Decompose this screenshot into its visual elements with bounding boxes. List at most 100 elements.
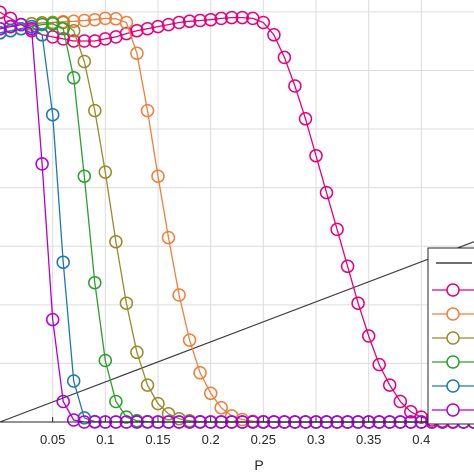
data-point: [56, 21, 70, 36]
data-point: [172, 288, 186, 302]
data-point: [214, 400, 228, 415]
data-point: [98, 353, 113, 368]
data-point: [3, 23, 18, 38]
data-point: [14, 21, 28, 36]
data-point: [56, 32, 70, 46]
data-point: [151, 396, 165, 411]
legend-entry-5: [432, 379, 474, 393]
data-point: [340, 259, 355, 274]
legend: [427, 247, 474, 425]
data-point: [56, 255, 70, 269]
data-point: [277, 50, 292, 65]
x-tick-label: 0.4: [412, 432, 430, 447]
data-point: [140, 103, 155, 118]
grid-lines: [0, 0, 474, 422]
data-point: [319, 185, 334, 200]
data-point: [140, 378, 155, 392]
x-axis-label: P: [254, 457, 263, 473]
data-point: [77, 13, 92, 28]
data-point: [109, 394, 123, 409]
data-point: [45, 107, 60, 122]
data-point: [130, 46, 144, 61]
data-point: [267, 28, 281, 42]
data-point: [393, 394, 408, 409]
data-point: [172, 15, 186, 30]
data-point: [109, 234, 123, 249]
legend-marker: [446, 331, 460, 345]
data-point: [77, 34, 92, 48]
data-point: [66, 14, 81, 29]
data-point: [330, 222, 344, 237]
legend-entry-6: [432, 403, 474, 417]
data-point: [66, 413, 81, 427]
data-point: [140, 21, 155, 36]
x-tick-label: 0.05: [40, 432, 65, 447]
data-point: [193, 366, 207, 380]
data-point: [98, 165, 113, 179]
x-tick-label: 0.35: [356, 432, 381, 447]
data-point: [88, 34, 102, 48]
data-point: [66, 34, 81, 48]
reference-line: [0, 241, 474, 423]
legend-entry-2: [432, 307, 474, 321]
data-point: [0, 5, 7, 20]
data-point: [88, 275, 102, 290]
x-tick-label: 0.2: [202, 432, 220, 447]
x-tick-label: 0.1: [96, 432, 114, 447]
data-point: [151, 19, 165, 34]
data-point: [235, 10, 250, 25]
data-point: [182, 14, 197, 29]
data-point: [119, 15, 134, 30]
data-point: [98, 11, 113, 26]
data-point: [130, 345, 144, 360]
data-point: [24, 21, 39, 36]
x-tick-label: 0.3: [307, 432, 325, 447]
legend-marker: [446, 403, 460, 417]
data-point: [193, 13, 207, 28]
data-point: [77, 169, 92, 183]
data-point: [351, 296, 365, 310]
data-point: [77, 54, 92, 69]
data-point: [161, 230, 176, 245]
x-tick-label: 0.25: [251, 432, 276, 447]
legend-marker: [446, 379, 460, 393]
data-point: [404, 405, 418, 419]
data-point: [130, 23, 144, 38]
legend-entry-4: [432, 355, 474, 369]
x-tick-label: 0.15: [145, 432, 170, 447]
legend-marker: [446, 355, 460, 369]
data-point: [298, 112, 313, 126]
axes: 0.05 0.1 0.15 0.2 0.25 0.3 0.35 0.4: [0, 417, 474, 447]
data-point: [151, 169, 165, 183]
data-point: [119, 296, 134, 310]
data-point: [35, 28, 49, 42]
data-point: [203, 12, 218, 27]
data-point: [66, 374, 81, 388]
legend-marker: [446, 307, 460, 321]
data-point: [35, 157, 49, 171]
data-point: [66, 71, 81, 85]
legend-entry-1: [432, 283, 474, 297]
data-point: [382, 378, 397, 392]
data-point: [309, 148, 323, 163]
data-point: [88, 103, 102, 118]
data-point: [224, 10, 239, 25]
data-point: [256, 15, 271, 30]
data-point: [161, 17, 176, 32]
data-point: [3, 19, 18, 34]
data-point: [98, 32, 113, 46]
data-point: [0, 21, 7, 36]
legend-entry-3: [432, 331, 474, 345]
data-point: [372, 357, 386, 372]
data-point: [214, 11, 228, 26]
data-point: [88, 12, 102, 27]
data-point: [182, 333, 197, 347]
data-point: [203, 386, 218, 401]
data-point: [288, 79, 302, 93]
data-point: [0, 26, 7, 40]
data-point: [45, 30, 60, 44]
legend-marker: [446, 283, 460, 297]
data-point: [45, 312, 60, 327]
